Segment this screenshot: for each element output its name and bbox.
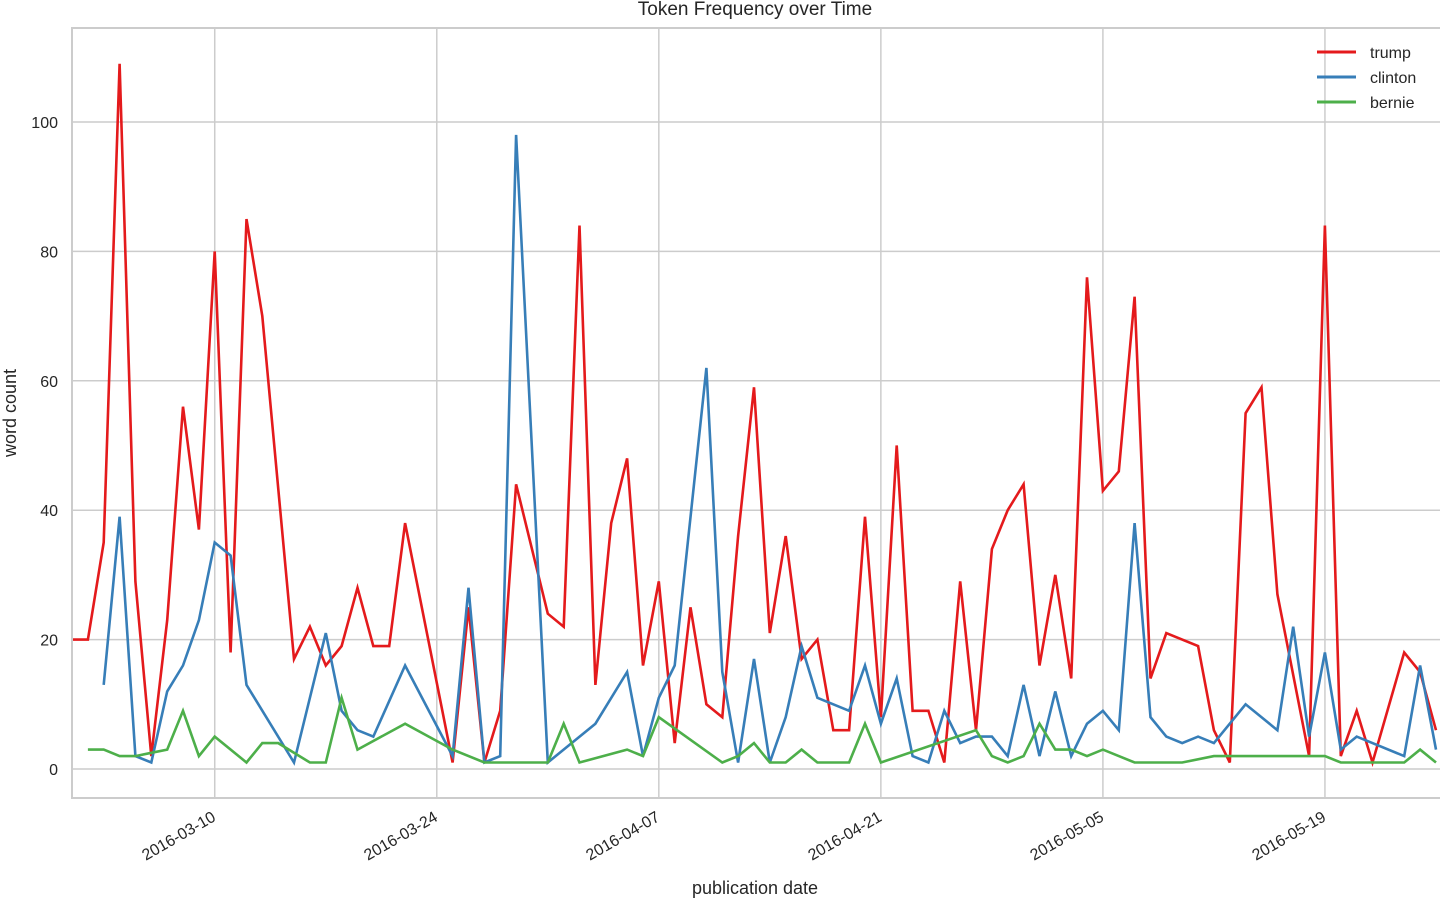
- series-line-bernie: [87, 692, 1437, 765]
- legend-label-bernie: bernie: [1370, 95, 1415, 112]
- y-axis-label: word count: [0, 369, 20, 458]
- series-lines: [72, 63, 1438, 768]
- series-line-clinton: [102, 134, 1438, 766]
- legend: trump clinton bernie: [1317, 45, 1416, 112]
- x-tick-label: 2016-05-19: [1250, 809, 1329, 865]
- y-tick-label: 40: [40, 503, 58, 520]
- legend-label-trump: trump: [1370, 45, 1411, 62]
- x-axis-label: publication date: [692, 878, 818, 898]
- chart-title: Token Frequency over Time: [638, 0, 872, 20]
- x-tick-label: 2016-04-07: [583, 809, 662, 865]
- legend-item-clinton: clinton: [1317, 70, 1416, 87]
- series-line-trump: [72, 63, 1438, 768]
- y-tick-label: 80: [40, 244, 58, 261]
- legend-item-bernie: bernie: [1317, 95, 1415, 112]
- y-axis-ticks: 0 20 40 60 80 100: [31, 115, 58, 779]
- y-tick-label: 20: [40, 633, 58, 650]
- y-tick-label: 60: [40, 374, 58, 391]
- gridlines: [72, 28, 1440, 798]
- y-tick-label: 0: [49, 762, 58, 779]
- x-axis-ticks: 2016-03-10 2016-03-24 2016-04-07 2016-04-21…: [139, 809, 1329, 865]
- x-tick-label: 2016-05-05: [1028, 809, 1107, 865]
- plot-frame: [71, 27, 1440, 799]
- x-tick-label: 2016-03-10: [139, 809, 218, 865]
- x-tick-label: 2016-04-21: [805, 809, 884, 865]
- x-tick-label: 2016-03-24: [361, 809, 440, 865]
- y-tick-label: 100: [31, 115, 58, 132]
- legend-label-clinton: clinton: [1370, 70, 1416, 87]
- legend-item-trump: trump: [1317, 45, 1411, 62]
